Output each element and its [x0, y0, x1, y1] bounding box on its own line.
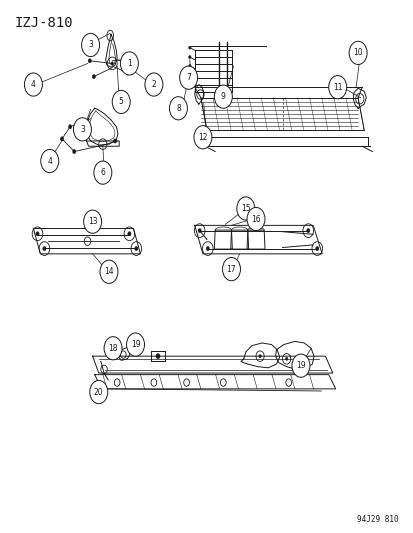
- Text: 20: 20: [94, 387, 103, 397]
- Circle shape: [126, 71, 129, 75]
- Circle shape: [247, 207, 264, 231]
- Circle shape: [179, 66, 197, 90]
- Text: 15: 15: [240, 204, 250, 213]
- Text: 8: 8: [176, 104, 180, 113]
- Circle shape: [60, 137, 64, 141]
- Circle shape: [169, 96, 187, 120]
- Circle shape: [81, 34, 100, 56]
- Circle shape: [145, 73, 162, 96]
- Circle shape: [92, 75, 95, 79]
- Circle shape: [156, 353, 160, 359]
- Circle shape: [134, 246, 138, 251]
- Circle shape: [73, 118, 91, 141]
- Text: 9: 9: [221, 92, 225, 101]
- Circle shape: [258, 354, 261, 358]
- Circle shape: [90, 381, 107, 403]
- Text: 4: 4: [31, 80, 36, 89]
- Circle shape: [188, 74, 191, 77]
- Circle shape: [188, 55, 191, 59]
- Circle shape: [188, 64, 191, 68]
- Circle shape: [72, 149, 76, 154]
- Circle shape: [306, 229, 309, 233]
- Text: 2: 2: [151, 80, 156, 89]
- Circle shape: [222, 257, 240, 281]
- Text: 3: 3: [80, 125, 85, 134]
- Text: 7: 7: [186, 73, 190, 82]
- Text: 17: 17: [226, 265, 236, 273]
- Circle shape: [104, 337, 122, 360]
- Text: 16: 16: [251, 214, 260, 223]
- Text: 18: 18: [108, 344, 118, 353]
- Circle shape: [24, 73, 42, 96]
- Circle shape: [83, 210, 101, 233]
- Circle shape: [285, 357, 287, 360]
- Circle shape: [69, 125, 71, 129]
- Circle shape: [188, 46, 191, 49]
- Circle shape: [113, 139, 116, 143]
- Circle shape: [127, 57, 130, 61]
- Text: 11: 11: [332, 83, 342, 92]
- Circle shape: [236, 197, 254, 220]
- Text: 5: 5: [119, 98, 123, 107]
- Text: 13: 13: [88, 217, 97, 226]
- Text: 1: 1: [127, 59, 131, 68]
- Circle shape: [40, 149, 59, 173]
- Text: 19: 19: [131, 340, 140, 349]
- Text: IZJ-810: IZJ-810: [15, 16, 74, 30]
- Circle shape: [43, 246, 46, 251]
- Circle shape: [328, 76, 346, 99]
- Circle shape: [100, 260, 118, 284]
- Text: 14: 14: [104, 267, 114, 276]
- Text: 10: 10: [352, 49, 362, 58]
- Circle shape: [291, 354, 309, 377]
- Text: 4: 4: [47, 157, 52, 166]
- Circle shape: [111, 62, 113, 65]
- Circle shape: [126, 333, 144, 356]
- Text: 94J29 810: 94J29 810: [356, 515, 398, 524]
- Text: 6: 6: [100, 168, 105, 177]
- Circle shape: [120, 52, 138, 75]
- Circle shape: [88, 59, 91, 63]
- Text: 3: 3: [88, 41, 93, 50]
- Circle shape: [206, 246, 209, 251]
- Circle shape: [315, 246, 318, 251]
- Circle shape: [112, 90, 130, 114]
- Circle shape: [94, 161, 112, 184]
- Circle shape: [193, 126, 211, 149]
- Circle shape: [214, 85, 232, 108]
- Circle shape: [128, 232, 131, 236]
- Circle shape: [348, 41, 366, 64]
- Text: 19: 19: [295, 361, 305, 370]
- Circle shape: [36, 232, 39, 236]
- Circle shape: [197, 229, 201, 233]
- Text: 12: 12: [198, 133, 207, 142]
